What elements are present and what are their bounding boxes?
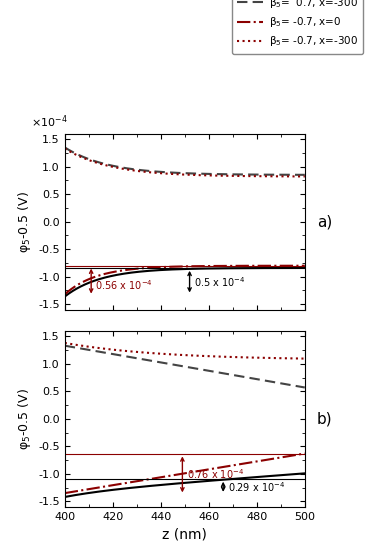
β$_5$=  0.7, x=-300 <box>62 144 67 151</box>
β$_5$=  0.7, x=0 <box>303 265 307 271</box>
Line: β$_5$= -0.7, x=-300: β$_5$= -0.7, x=-300 <box>65 149 305 177</box>
β$_5$=  0.7, x=-300 <box>265 172 269 178</box>
Text: a): a) <box>317 214 332 229</box>
β$_5$= -0.7, x=-300 <box>280 173 285 180</box>
β$_5$=  0.7, x=-300 <box>303 172 307 178</box>
Text: 0.5 x 10$^{-4}$: 0.5 x 10$^{-4}$ <box>194 275 246 289</box>
Y-axis label: φ$_5$-0.5 (V): φ$_5$-0.5 (V) <box>16 190 33 253</box>
β$_5$= -0.7, x=-300 <box>205 172 210 179</box>
β$_5$=  0.7, x=-300 <box>205 170 209 177</box>
β$_5$=  0.7, x=0 <box>210 265 214 272</box>
Text: 0.56 x 10$^{-4}$: 0.56 x 10$^{-4}$ <box>95 278 153 292</box>
β$_5$=  0.7, x=-300 <box>63 145 68 152</box>
β$_5$= -0.7, x=0 <box>265 262 269 269</box>
β$_5$= -0.7, x=0 <box>63 290 68 297</box>
Text: ×10$^{-4}$: ×10$^{-4}$ <box>31 114 68 130</box>
Line: β$_5$=  0.7, x=-300: β$_5$= 0.7, x=-300 <box>65 148 305 175</box>
β$_5$= -0.7, x=0 <box>210 263 214 270</box>
β$_5$= -0.7, x=-300 <box>210 172 214 179</box>
Text: b): b) <box>317 412 333 426</box>
β$_5$=  0.7, x=-300 <box>210 170 214 177</box>
β$_5$= -0.7, x=-300 <box>62 145 67 152</box>
β$_5$= -0.7, x=-300 <box>303 173 307 180</box>
Legend: β$_5$=  0.7, x=0, β$_5$=  0.7, x=-300, β$_5$= -0.7, x=0, β$_5$= -0.7, x=-300: β$_5$= 0.7, x=0, β$_5$= 0.7, x=-300, β$_… <box>232 0 363 53</box>
β$_5$=  0.7, x=0 <box>205 265 210 272</box>
β$_5$= -0.7, x=0 <box>280 262 285 269</box>
Line: β$_5$= -0.7, x=0: β$_5$= -0.7, x=0 <box>65 266 305 294</box>
β$_5$=  0.7, x=-300 <box>280 172 285 178</box>
Y-axis label: φ$_5$-0.5 (V): φ$_5$-0.5 (V) <box>16 388 33 450</box>
β$_5$=  0.7, x=0 <box>63 292 68 299</box>
β$_5$= -0.7, x=-300 <box>205 172 209 179</box>
β$_5$= -0.7, x=0 <box>205 263 209 270</box>
Text: 0.29 x 10$^{-4}$: 0.29 x 10$^{-4}$ <box>228 480 285 494</box>
β$_5$= -0.7, x=0 <box>205 263 210 270</box>
β$_5$=  0.7, x=-300 <box>205 170 210 177</box>
Text: 0.76 x 10$^{-4}$: 0.76 x 10$^{-4}$ <box>187 467 244 481</box>
β$_5$= -0.7, x=-300 <box>63 146 68 153</box>
β$_5$=  0.7, x=0 <box>280 265 285 271</box>
Line: β$_5$=  0.7, x=0: β$_5$= 0.7, x=0 <box>65 268 305 296</box>
β$_5$=  0.7, x=0 <box>205 265 209 272</box>
X-axis label: z (nm): z (nm) <box>162 527 207 541</box>
β$_5$= -0.7, x=0 <box>62 291 67 297</box>
β$_5$= -0.7, x=-300 <box>265 173 269 179</box>
β$_5$=  0.7, x=0 <box>265 265 269 271</box>
β$_5$= -0.7, x=0 <box>303 262 307 269</box>
β$_5$=  0.7, x=0 <box>62 293 67 300</box>
